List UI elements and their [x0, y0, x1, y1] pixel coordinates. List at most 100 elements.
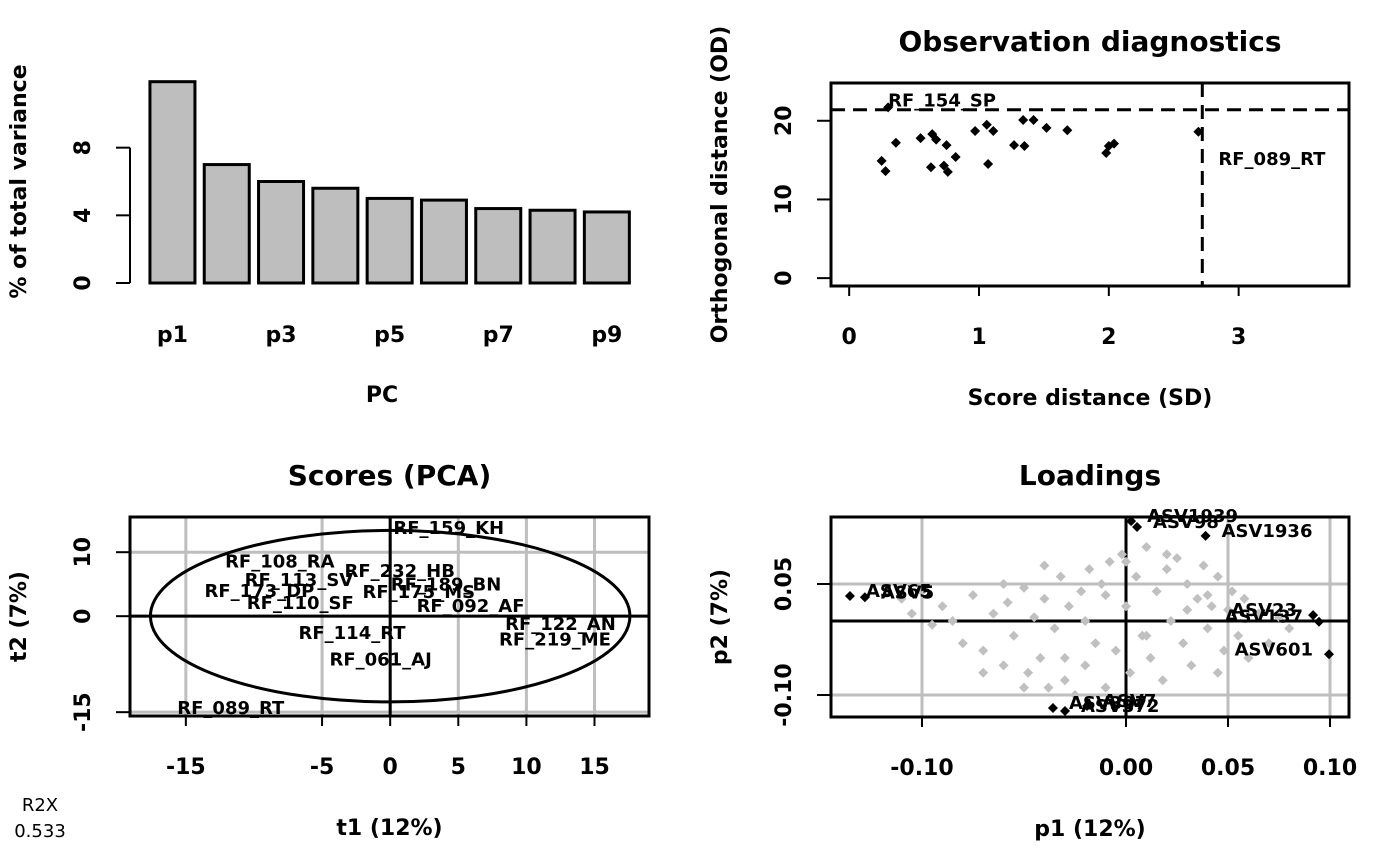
point: [1263, 638, 1274, 649]
point: [1080, 615, 1091, 626]
y-tick-label: -15: [71, 692, 96, 732]
point: [931, 134, 942, 145]
point: [1227, 586, 1238, 597]
point: [988, 608, 999, 619]
panel-title: Observation diagnostics: [898, 25, 1281, 58]
point: [1131, 571, 1142, 582]
point: [1198, 560, 1209, 571]
panel-title: Scores (PCA): [288, 459, 492, 492]
point: [1182, 604, 1193, 615]
x-tick-label: p9: [591, 323, 622, 348]
point: [1090, 638, 1101, 649]
y-tick-label: 8: [71, 140, 96, 155]
x-tick-label: 2: [1101, 325, 1116, 350]
point: [1324, 649, 1335, 660]
point: [1141, 630, 1152, 641]
point: [906, 608, 917, 619]
point: [941, 140, 952, 151]
point: [1063, 601, 1074, 612]
point-label: RF_219_ME: [499, 629, 611, 650]
y-tick-label: 20: [772, 105, 797, 136]
y-axis-label: p2 (7%): [708, 569, 733, 665]
point: [1121, 556, 1132, 567]
point: [1125, 667, 1136, 678]
point-label: RF_113_SV: [245, 570, 354, 591]
point: [1055, 571, 1066, 582]
bar: [202, 163, 251, 285]
x-axis-label: PC: [366, 383, 398, 408]
bar: [528, 208, 577, 285]
point-label: RF_232_HB: [344, 561, 455, 582]
point: [1200, 530, 1211, 541]
x-tick-label: 15: [579, 755, 610, 780]
point: [998, 578, 1009, 589]
point-label: ASV372: [1081, 696, 1159, 717]
point-label: ASV23: [1231, 600, 1297, 621]
point: [1039, 560, 1050, 571]
point: [1182, 578, 1193, 589]
y-tick-label: 0.05: [772, 557, 797, 611]
y-tick-label: 4: [71, 208, 96, 223]
point: [880, 166, 891, 177]
point: [915, 133, 926, 144]
point-label: RF_092_AF: [417, 596, 525, 617]
point-label: RF_173_DP: [204, 581, 314, 602]
x-tick-label: 0.05: [1201, 756, 1255, 781]
point: [970, 125, 981, 136]
point: [1145, 653, 1156, 664]
bar: [148, 80, 197, 285]
point: [1161, 549, 1172, 560]
footer-label: R2X: [22, 795, 58, 816]
point-label: RF_154_SP: [888, 90, 996, 111]
y-tick-label: -0.10: [772, 663, 797, 726]
bar: [474, 207, 523, 285]
point: [927, 619, 938, 630]
point: [1043, 682, 1054, 693]
point: [1274, 612, 1285, 623]
panel-title: Loadings: [1019, 459, 1161, 492]
point-label: RF_061_AJ: [329, 649, 431, 670]
point: [1008, 630, 1019, 641]
point: [1019, 582, 1030, 593]
point: [1059, 653, 1070, 664]
point-label: RF_114_RT: [299, 623, 407, 644]
x-tick-label: p3: [266, 323, 297, 348]
point: [1308, 610, 1319, 621]
x-tick-label: 0: [842, 325, 857, 350]
point: [1212, 667, 1223, 678]
point: [1233, 630, 1244, 641]
point: [1172, 553, 1183, 564]
point: [1178, 638, 1189, 649]
y-tick-label: 0: [71, 609, 96, 624]
point: [1192, 593, 1203, 604]
point-label: ASV601: [1235, 639, 1313, 660]
y-axis-label: t2 (7%): [7, 571, 32, 662]
x-axis-label: p1 (12%): [1034, 817, 1145, 842]
point: [1023, 667, 1034, 678]
bar: [365, 196, 414, 285]
point: [1019, 140, 1030, 151]
point: [1165, 615, 1176, 626]
point: [1218, 645, 1229, 656]
bar: [419, 198, 468, 285]
point: [876, 155, 887, 166]
plot-frame: [829, 515, 1351, 719]
x-tick-label: 3: [1231, 325, 1246, 350]
point: [981, 119, 992, 130]
y-tick-label: 0: [772, 270, 797, 285]
point: [978, 645, 989, 656]
point: [1070, 690, 1081, 701]
x-tick-label: p5: [374, 323, 405, 348]
point: [1104, 556, 1115, 567]
point: [947, 615, 958, 626]
point: [967, 590, 978, 601]
point: [1284, 623, 1295, 634]
point: [1047, 703, 1058, 714]
point: [1243, 653, 1254, 664]
point: [1161, 564, 1172, 575]
point-label: ASV1936: [1222, 521, 1313, 542]
point: [998, 660, 1009, 671]
point-label: ASV137: [1225, 607, 1303, 628]
y-tick-label: 0: [71, 275, 96, 290]
